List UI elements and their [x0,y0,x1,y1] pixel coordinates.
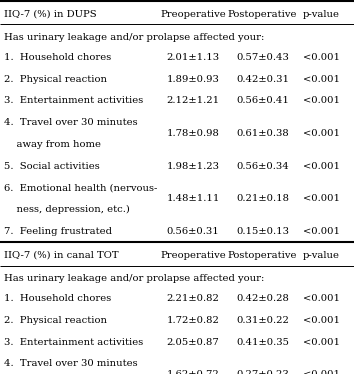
Text: <0.001: <0.001 [303,227,340,236]
Text: 4.  Travel over 30 minutes: 4. Travel over 30 minutes [4,118,138,127]
Text: Preoperative: Preoperative [160,9,226,19]
Text: 0.15±0.13: 0.15±0.13 [236,227,289,236]
Text: 0.42±0.31: 0.42±0.31 [236,75,289,84]
Text: 0.57±0.43: 0.57±0.43 [236,53,289,62]
Text: <0.001: <0.001 [303,338,340,347]
Text: <0.001: <0.001 [303,370,340,374]
Text: Postoperative: Postoperative [228,251,297,260]
Text: <0.001: <0.001 [303,316,340,325]
Text: 1.89±0.93: 1.89±0.93 [166,75,219,84]
Text: 1.  Household chores: 1. Household chores [4,294,112,303]
Text: IIQ-7 (%) in canal TOT: IIQ-7 (%) in canal TOT [4,251,119,260]
Text: 0.56±0.41: 0.56±0.41 [236,96,289,105]
Text: <0.001: <0.001 [303,75,340,84]
Text: 5.  Social activities: 5. Social activities [4,162,100,171]
Text: 0.21±0.18: 0.21±0.18 [236,194,289,203]
Text: Preoperative: Preoperative [160,251,226,260]
Text: 2.12±1.21: 2.12±1.21 [166,96,219,105]
Text: 2.21±0.82: 2.21±0.82 [166,294,219,303]
Text: 0.61±0.38: 0.61±0.38 [236,129,289,138]
Text: 1.48±1.11: 1.48±1.11 [166,194,219,203]
Text: away from home: away from home [4,140,101,149]
Text: 3.  Entertainment activities: 3. Entertainment activities [4,338,143,347]
Text: 2.05±0.87: 2.05±0.87 [166,338,219,347]
Text: 0.41±0.35: 0.41±0.35 [236,338,289,347]
Text: 1.78±0.98: 1.78±0.98 [166,129,219,138]
Text: 0.56±0.34: 0.56±0.34 [236,162,289,171]
Text: 0.31±0.22: 0.31±0.22 [236,316,289,325]
Text: Postoperative: Postoperative [228,9,297,19]
Text: 1.  Household chores: 1. Household chores [4,53,112,62]
Text: p-value: p-value [303,9,340,19]
Text: IIQ-7 (%) in DUPS: IIQ-7 (%) in DUPS [4,9,97,19]
Text: ness, depression, etc.): ness, depression, etc.) [4,205,130,214]
Text: 6.  Emotional health (nervous-: 6. Emotional health (nervous- [4,183,158,192]
Text: Has urinary leakage and/or prolapse affected your:: Has urinary leakage and/or prolapse affe… [4,274,265,283]
Text: <0.001: <0.001 [303,53,340,62]
Text: <0.001: <0.001 [303,194,340,203]
Text: 2.  Physical reaction: 2. Physical reaction [4,316,107,325]
Text: <0.001: <0.001 [303,96,340,105]
Text: 1.98±1.23: 1.98±1.23 [166,162,219,171]
Text: 2.01±1.13: 2.01±1.13 [166,53,219,62]
Text: 0.42±0.28: 0.42±0.28 [236,294,289,303]
Text: <0.001: <0.001 [303,162,340,171]
Text: <0.001: <0.001 [303,294,340,303]
Text: Has urinary leakage and/or prolapse affected your:: Has urinary leakage and/or prolapse affe… [4,33,265,42]
Text: 0.56±0.31: 0.56±0.31 [166,227,219,236]
Text: 4.  Travel over 30 minutes: 4. Travel over 30 minutes [4,359,138,368]
Text: 7.  Feeling frustrated: 7. Feeling frustrated [4,227,112,236]
Text: 1.62±0.72: 1.62±0.72 [166,370,219,374]
Text: p-value: p-value [303,251,340,260]
Text: 3.  Entertainment activities: 3. Entertainment activities [4,96,143,105]
Text: <0.001: <0.001 [303,129,340,138]
Text: 1.72±0.82: 1.72±0.82 [166,316,219,325]
Text: 2.  Physical reaction: 2. Physical reaction [4,75,107,84]
Text: 0.27±0.23: 0.27±0.23 [236,370,289,374]
